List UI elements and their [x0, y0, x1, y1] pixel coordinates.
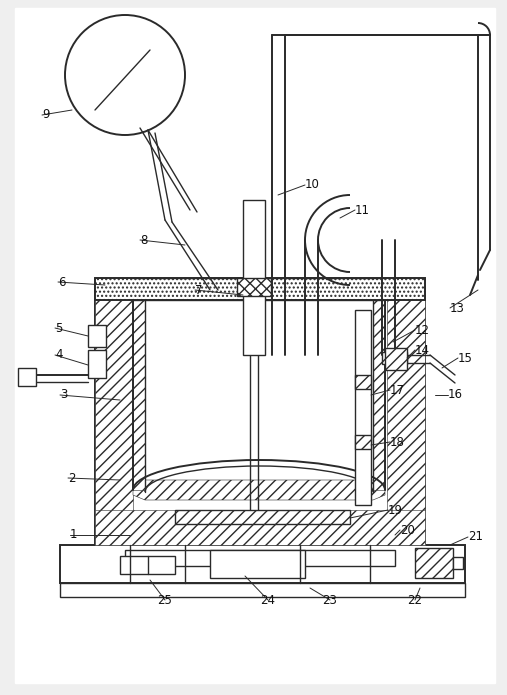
Text: 14: 14 [415, 343, 430, 357]
Text: 15: 15 [458, 352, 473, 364]
Polygon shape [95, 280, 133, 545]
Bar [18, 368, 36, 386]
Bar [243, 200, 265, 355]
Polygon shape [373, 300, 385, 490]
Bar [120, 556, 175, 574]
Bar [60, 583, 465, 597]
Text: 12: 12 [415, 323, 430, 336]
Text: 6: 6 [58, 275, 65, 288]
Polygon shape [95, 510, 425, 545]
Text: 16: 16 [448, 389, 463, 402]
Text: 13: 13 [450, 302, 465, 315]
Bar [210, 550, 305, 578]
Bar [453, 557, 463, 569]
Text: 9: 9 [42, 108, 50, 122]
Bar [355, 310, 371, 505]
Text: 18: 18 [390, 436, 405, 448]
Text: 21: 21 [468, 530, 483, 543]
Text: 8: 8 [140, 234, 148, 247]
Text: 17: 17 [390, 384, 405, 397]
Polygon shape [133, 480, 385, 500]
Text: 11: 11 [355, 204, 370, 217]
Bar [95, 280, 425, 545]
Text: 1: 1 [70, 528, 78, 541]
Bar [355, 435, 371, 449]
Text: 25: 25 [158, 594, 172, 607]
Bar [60, 545, 465, 583]
Bar [355, 375, 371, 389]
Bar [88, 325, 106, 347]
Bar [88, 350, 106, 378]
Text: 2: 2 [68, 471, 76, 484]
Bar [382, 352, 407, 364]
Bar [175, 510, 350, 524]
Circle shape [65, 15, 185, 135]
Text: 10: 10 [305, 179, 320, 192]
Polygon shape [387, 280, 425, 545]
Text: 24: 24 [261, 594, 275, 607]
Bar [125, 550, 395, 566]
Text: 5: 5 [55, 322, 62, 334]
Bar [415, 548, 453, 578]
Text: 19: 19 [388, 503, 403, 516]
Text: 4: 4 [55, 348, 62, 361]
Bar [95, 278, 425, 300]
Text: 23: 23 [322, 594, 338, 607]
Text: 22: 22 [408, 594, 422, 607]
Text: 7: 7 [195, 284, 202, 297]
Text: 3: 3 [60, 389, 67, 402]
Bar [385, 348, 407, 370]
Text: 20: 20 [400, 523, 415, 537]
Polygon shape [133, 300, 145, 490]
Bar [237, 278, 271, 296]
